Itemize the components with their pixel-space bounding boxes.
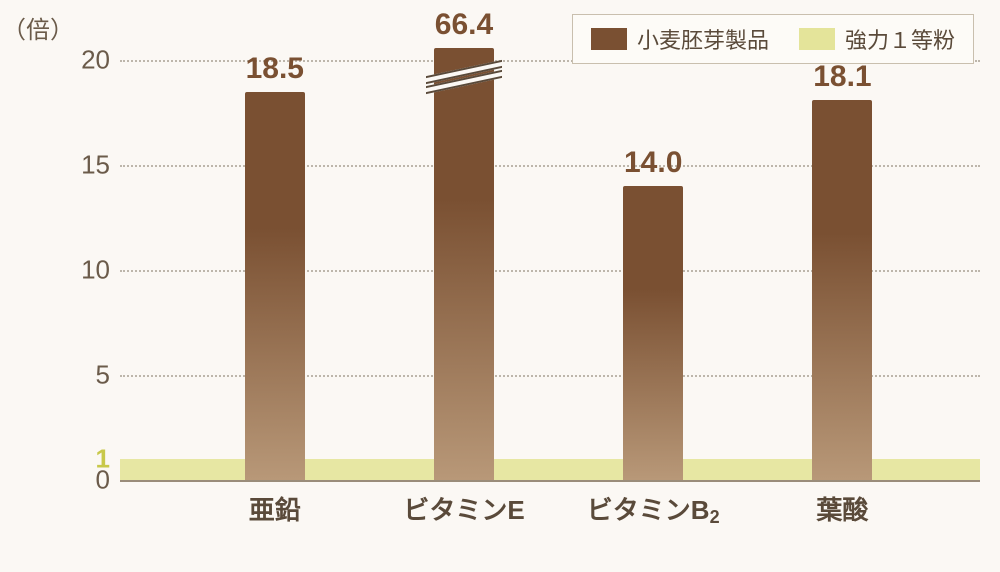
axis-break-icon xyxy=(426,68,502,86)
legend-swatch xyxy=(799,28,835,50)
bar-value-label: 18.5 xyxy=(246,52,304,86)
legend-item: 強力１等粉 xyxy=(799,23,955,55)
plot-area: 05101520118.566.414.018.1 xyxy=(120,60,980,480)
legend-item: 小麦胚芽製品 xyxy=(591,23,769,55)
y-tick-label: 15 xyxy=(81,150,120,181)
bar-value-label: 18.1 xyxy=(813,60,871,94)
legend: 小麦胚芽製品 強力１等粉 xyxy=(572,14,974,64)
bar-vite: 66.4 xyxy=(434,48,494,480)
y-axis-unit: （倍） xyxy=(2,10,80,45)
baseline-label: 1 xyxy=(96,444,120,475)
bar-value-label: 14.0 xyxy=(624,146,682,180)
x-label-folate: 葉酸 xyxy=(816,490,868,527)
x-label-vite: ビタミンE xyxy=(403,490,524,527)
y-tick-label: 20 xyxy=(81,45,120,76)
y-tick-label: 5 xyxy=(96,360,120,391)
legend-label: 強力１等粉 xyxy=(845,23,955,55)
bar-value-label: 66.4 xyxy=(435,8,493,42)
x-label-vitb2: ビタミンB2 xyxy=(587,490,720,527)
gridline xyxy=(120,480,980,482)
y-tick-label: 10 xyxy=(81,255,120,286)
bar-vitb2: 14.0 xyxy=(623,186,683,480)
bar-zinc: 18.5 xyxy=(245,92,305,481)
legend-swatch xyxy=(591,28,627,50)
x-axis-labels: 亜鉛 ビタミンE ビタミンB2 葉酸 xyxy=(120,490,980,530)
legend-label: 小麦胚芽製品 xyxy=(637,23,769,55)
bar-folate: 18.1 xyxy=(812,100,872,480)
x-label-zinc: 亜鉛 xyxy=(249,490,301,527)
bar-chart: （倍） 05101520118.566.414.018.1 亜鉛ビタミンEビタミ… xyxy=(80,60,980,480)
